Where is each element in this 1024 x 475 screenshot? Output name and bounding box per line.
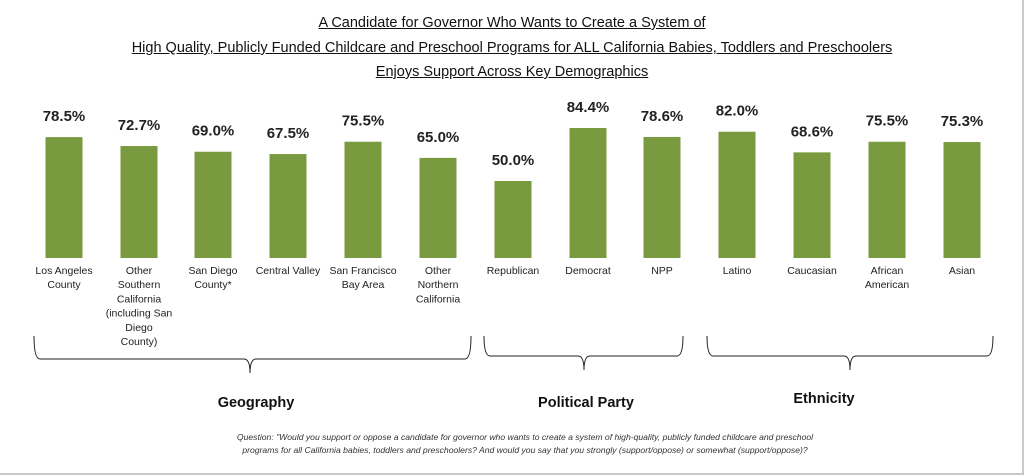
group-label-0: Geography bbox=[218, 395, 295, 411]
bar-9 bbox=[718, 131, 756, 258]
bar-6 bbox=[494, 181, 532, 258]
category-label-10: Caucasian bbox=[787, 265, 837, 277]
category-label-8-line-0: NPP bbox=[651, 265, 673, 277]
value-label-1: 72.7% bbox=[118, 117, 161, 134]
category-label-12: Asian bbox=[949, 265, 975, 277]
category-label-0-line-1: County bbox=[47, 279, 81, 291]
value-label-11: 75.5% bbox=[866, 113, 909, 130]
category-label-1-line-0: Other bbox=[126, 265, 153, 277]
bar-8 bbox=[643, 136, 681, 258]
category-label-8: NPP bbox=[651, 265, 673, 277]
group-bracket-1 bbox=[483, 335, 684, 371]
category-label-2-line-0: San Diego bbox=[188, 265, 237, 277]
category-label-1: Other Southern California (including San Die… bbox=[106, 265, 173, 348]
category-label-9: Latino bbox=[723, 265, 752, 277]
group-bracket-2 bbox=[706, 335, 994, 371]
category-label-3-line-0: Central Valley bbox=[256, 265, 321, 277]
chart-title-line-1: A Candidate for Governor Who Wants to Cr… bbox=[318, 15, 706, 31]
value-label-10: 68.6% bbox=[791, 123, 834, 140]
category-label-1-line-5: County) bbox=[121, 336, 158, 348]
category-label-11: African American bbox=[865, 265, 910, 291]
value-label-5: 65.0% bbox=[417, 129, 460, 146]
value-label-2: 69.0% bbox=[192, 123, 235, 140]
group-bracket-0 bbox=[33, 335, 472, 374]
category-label-1-line-3: (including San bbox=[106, 308, 173, 320]
chart-title-line-2: High Quality, Publicly Funded Childcare … bbox=[131, 40, 893, 56]
bar-5 bbox=[419, 157, 457, 258]
category-label-6-line-0: Republican bbox=[487, 265, 540, 277]
category-label-9-line-0: Latino bbox=[723, 265, 752, 277]
group-label-2: Ethnicity bbox=[793, 391, 854, 407]
category-label-4-line-1: Bay Area bbox=[342, 279, 385, 291]
category-label-0: Los Angeles County bbox=[35, 265, 92, 291]
bar-11 bbox=[868, 141, 906, 258]
bar-0 bbox=[45, 137, 83, 258]
category-label-0-line-0: Los Angeles bbox=[35, 265, 92, 277]
category-label-4-line-0: San Francisco bbox=[329, 265, 396, 277]
category-label-2: San Diego County* bbox=[188, 265, 237, 291]
bar-4 bbox=[344, 141, 382, 258]
category-label-4: San Francisco Bay Area bbox=[329, 265, 396, 291]
chart-title-line-3: Enjoys Support Across Key Demographics bbox=[375, 64, 649, 80]
bar-3 bbox=[269, 154, 307, 258]
survey-question-line-1: Question: "Would you support or oppose a… bbox=[236, 432, 814, 442]
value-label-9: 82.0% bbox=[716, 103, 759, 120]
category-label-11-line-0: African bbox=[871, 265, 904, 277]
category-label-12-line-0: Asian bbox=[949, 265, 975, 277]
category-label-6: Republican bbox=[487, 265, 540, 277]
group-label-1: Political Party bbox=[538, 395, 634, 411]
value-label-6: 50.0% bbox=[492, 152, 535, 169]
category-label-5: Other Northern California bbox=[416, 265, 461, 305]
bar-10 bbox=[793, 152, 831, 258]
bar-7 bbox=[569, 128, 607, 258]
category-label-3: Central Valley bbox=[256, 265, 321, 277]
value-label-0: 78.5% bbox=[43, 108, 86, 125]
category-label-7-line-0: Democrat bbox=[565, 265, 611, 277]
value-label-4: 75.5% bbox=[342, 113, 385, 130]
value-label-8: 78.6% bbox=[641, 108, 684, 125]
category-label-5-line-1: Northern bbox=[418, 279, 459, 291]
category-label-7: Democrat bbox=[565, 265, 611, 277]
value-label-3: 67.5% bbox=[267, 125, 310, 142]
bar-1 bbox=[120, 146, 158, 258]
category-label-1-line-4: Diego bbox=[125, 322, 153, 334]
category-label-1-line-2: California bbox=[117, 293, 162, 305]
category-label-10-line-0: Caucasian bbox=[787, 265, 837, 277]
survey-question-line-2: programs for all California babies, todd… bbox=[242, 445, 808, 455]
bar-12 bbox=[943, 142, 981, 258]
survey-question: Question: "Would you support or oppose a… bbox=[130, 431, 920, 457]
category-label-1-line-1: Southern bbox=[118, 279, 161, 291]
value-label-7: 84.4% bbox=[567, 99, 610, 116]
category-label-2-line-1: County* bbox=[194, 279, 231, 291]
category-label-5-line-2: California bbox=[416, 293, 461, 305]
bar-2 bbox=[194, 151, 232, 258]
category-label-11-line-1: American bbox=[865, 279, 910, 291]
value-label-12: 75.3% bbox=[941, 113, 984, 130]
category-label-5-line-0: Other bbox=[425, 265, 452, 277]
